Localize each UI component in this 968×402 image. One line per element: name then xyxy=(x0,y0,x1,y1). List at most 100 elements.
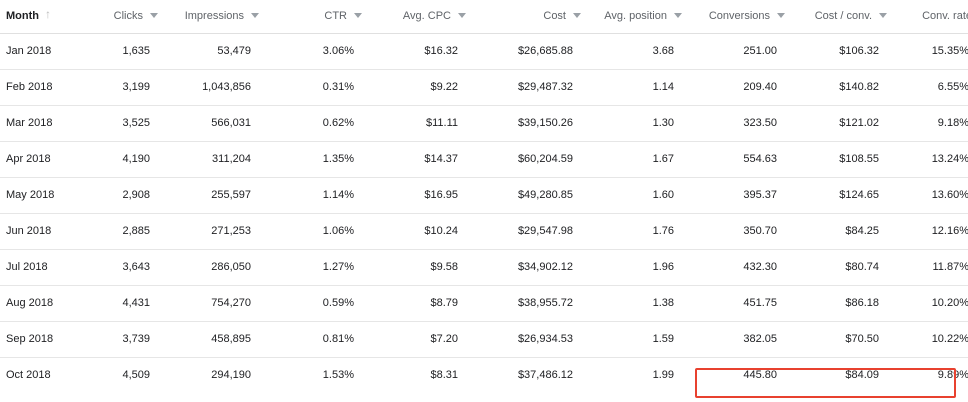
table-row: Apr 2018 4,190 311,204 1.35% $14.37 $60,204.5… xyxy=(0,141,968,177)
table-row: Aug 2018 4,431 754,270 0.59% $8.79 $38,955.72… xyxy=(0,285,968,321)
cell-avg-position: 1.60 xyxy=(652,189,674,201)
cell-cost: $26,934.53 xyxy=(517,333,573,345)
cell-cost: $37,486.12 xyxy=(517,369,573,382)
cell-month: Jun 2018 xyxy=(6,225,52,237)
cell-ctr: 0.59% xyxy=(322,297,354,309)
cell-clicks: 3,739 xyxy=(122,333,150,345)
table-row: Mar 2018 3,525 566,031 0.62% $11.11 $39,150.2… xyxy=(0,105,968,141)
table-row: Feb 2018 3,199 1,043,856 0.31% $9.22 $29,487.… xyxy=(0,69,968,105)
cell-avg-position: 1.76 xyxy=(652,225,674,237)
column-header-impressions[interactable]: Impressions xyxy=(164,0,265,34)
column-header-label: Month xyxy=(6,10,39,23)
cell-clicks: 2,908 xyxy=(122,189,150,201)
column-header-label: Conv. rate xyxy=(922,10,968,23)
cell-conversions: 382.05 xyxy=(743,333,777,345)
column-header-avg-position[interactable]: Avg. position xyxy=(587,0,688,34)
cell-conv-rate: 9.18% xyxy=(937,117,968,129)
column-header-avg-cpc[interactable]: Avg. CPC xyxy=(368,0,472,34)
column-header-ctr[interactable]: CTR xyxy=(265,0,368,34)
cell-impressions: 53,479 xyxy=(217,45,251,57)
column-header-conv-rate[interactable]: Conv. rate xyxy=(893,0,968,34)
cell-ctr: 1.06% xyxy=(322,225,354,237)
cell-conv-rate: 15.35% xyxy=(931,45,968,57)
cell-impressions: 294,190 xyxy=(211,369,251,382)
cell-avg-cpc: $8.79 xyxy=(430,297,458,309)
table-body: Jan 2018 1,635 53,479 3.06% $16.32 $26,685.88… xyxy=(0,33,968,393)
cell-conv-rate: 11.87% xyxy=(932,261,968,273)
cell-month: Feb 2018 xyxy=(6,81,53,93)
cell-cost-per-conv: $106.32 xyxy=(839,45,879,57)
cell-month: Oct 2018 xyxy=(6,369,51,382)
table-row: Jun 2018 2,885 271,253 1.06% $10.24 $29,547.9… xyxy=(0,213,968,249)
cell-avg-position: 3.68 xyxy=(652,45,674,57)
cell-cost: $29,547.98 xyxy=(517,225,573,237)
cell-avg-cpc: $7.20 xyxy=(430,333,458,345)
cell-conversions: 554.63 xyxy=(743,153,777,165)
caret-down-icon xyxy=(458,12,466,18)
cell-conv-rate: 6.55% xyxy=(937,81,968,93)
column-header-cost-per-conv[interactable]: Cost / conv. xyxy=(791,0,893,34)
cell-month: Apr 2018 xyxy=(6,153,51,165)
cell-month: Jul 2018 xyxy=(6,261,48,273)
cell-cost-per-conv: $84.25 xyxy=(845,225,879,237)
cell-conversions: 395.37 xyxy=(743,189,777,201)
cell-conversions: 323.50 xyxy=(743,117,777,129)
cell-ctr: 0.31% xyxy=(322,81,354,93)
cell-impressions: 458,895 xyxy=(211,333,251,345)
cell-avg-cpc: $14.37 xyxy=(424,153,458,165)
caret-down-icon xyxy=(674,12,682,18)
cell-cost: $34,902.12 xyxy=(517,261,573,273)
caret-down-icon xyxy=(777,12,785,18)
cell-clicks: 3,199 xyxy=(122,81,150,93)
cell-conversions: 451.75 xyxy=(743,297,777,309)
caret-down-icon xyxy=(354,12,362,18)
cell-avg-position: 1.99 xyxy=(652,369,674,382)
cell-cost-per-conv: $108.55 xyxy=(839,153,879,165)
cell-conv-rate: 9.89% xyxy=(937,369,968,382)
column-header-label: Clicks xyxy=(113,10,143,23)
column-header-label: Impressions xyxy=(184,10,244,23)
cell-conversions: 209.40 xyxy=(743,81,777,93)
cell-impressions: 754,270 xyxy=(211,297,251,309)
cell-cost: $29,487.32 xyxy=(517,81,573,93)
column-header-month[interactable]: Month ↑ xyxy=(0,0,84,34)
column-header-cost[interactable]: Cost xyxy=(472,0,587,34)
caret-down-icon xyxy=(879,12,887,18)
cell-impressions: 255,597 xyxy=(211,189,251,201)
cell-month: Mar 2018 xyxy=(6,117,53,129)
cell-clicks: 4,431 xyxy=(122,297,150,309)
caret-down-icon xyxy=(150,12,158,18)
table-row: Jul 2018 3,643 286,050 1.27% $9.58 $34,902.12… xyxy=(0,249,968,285)
cell-month: Sep 2018 xyxy=(6,333,54,345)
cell-clicks: 1,635 xyxy=(122,45,150,57)
cell-ctr: 1.53% xyxy=(322,369,354,382)
table-row: May 2018 2,908 255,597 1.14% $16.95 $49,280.8… xyxy=(0,177,968,213)
column-header-label: Conversions xyxy=(708,10,770,23)
cell-cost: $26,685.88 xyxy=(517,45,573,57)
cell-impressions: 566,031 xyxy=(211,117,251,129)
column-header-label: Avg. CPC xyxy=(402,10,451,23)
cell-impressions: 311,204 xyxy=(212,153,251,165)
cell-avg-position: 1.38 xyxy=(652,297,674,309)
cell-clicks: 4,509 xyxy=(122,369,150,382)
cell-cost-per-conv: $121.02 xyxy=(839,117,879,129)
cell-conv-rate: 10.22% xyxy=(931,333,968,345)
table-row: Jan 2018 1,635 53,479 3.06% $16.32 $26,685.88… xyxy=(0,33,968,69)
column-header-conversions[interactable]: Conversions xyxy=(688,0,791,34)
cell-avg-cpc: $10.24 xyxy=(424,225,458,237)
cell-avg-cpc: $9.22 xyxy=(430,81,458,93)
cell-cost: $38,955.72 xyxy=(517,297,573,309)
cell-cost-per-conv: $84.09 xyxy=(845,369,879,382)
cell-clicks: 3,525 xyxy=(122,117,150,129)
cell-cost-per-conv: $124.65 xyxy=(839,189,879,201)
cell-avg-cpc: $8.31 xyxy=(430,369,458,382)
table-row: Sep 2018 3,739 458,895 0.81% $7.20 $26,934.53… xyxy=(0,321,968,357)
cell-cost-per-conv: $140.82 xyxy=(839,81,879,93)
column-header-clicks[interactable]: Clicks xyxy=(84,0,164,34)
cell-ctr: 3.06% xyxy=(322,45,354,57)
cell-cost-per-conv: $70.50 xyxy=(845,333,879,345)
cell-ctr: 0.62% xyxy=(322,117,354,129)
cell-month: Jan 2018 xyxy=(6,45,52,57)
cell-clicks: 4,190 xyxy=(122,153,150,165)
cell-cost-per-conv: $80.74 xyxy=(845,261,879,273)
